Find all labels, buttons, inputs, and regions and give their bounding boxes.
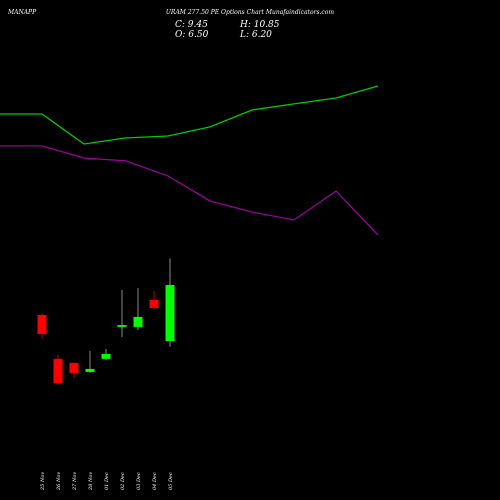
- ohlc-label: H: 10.85: [239, 20, 280, 30]
- candle-body: [69, 362, 79, 373]
- candle-body: [165, 284, 175, 341]
- ohlc-label: L: 6.20: [239, 30, 272, 40]
- candle-body: [53, 358, 63, 383]
- chart-title: URAM 277.50 PE Options Chart Munafaindic…: [166, 9, 335, 16]
- x-tick-label: 28 Nov: [88, 472, 94, 491]
- x-tick-label: 26 Nov: [56, 472, 62, 491]
- candle-body: [101, 353, 111, 359]
- candle-body: [133, 316, 143, 327]
- candle-body: [149, 299, 159, 308]
- x-tick-label: 25 Nov: [40, 472, 46, 491]
- x-tick-label: 02 Dec: [120, 472, 126, 490]
- x-tick-label: 03 Dec: [136, 472, 142, 490]
- title-left: MANAPP: [7, 9, 37, 16]
- ohlc-label: O: 6.50: [175, 30, 209, 40]
- candle-body: [37, 314, 47, 334]
- indicator-line: [0, 85, 379, 145]
- candle-body: [85, 368, 95, 372]
- x-tick-label: 05 Dec: [168, 472, 174, 490]
- x-tick-label: 04 Dec: [152, 472, 158, 490]
- indicator-line: [0, 145, 379, 236]
- x-tick-label: 01 Dec: [104, 472, 110, 490]
- x-tick-label: 27 Nov: [72, 472, 78, 491]
- candle-body: [117, 325, 127, 327]
- ohlc-label: C: 9.45: [175, 20, 208, 30]
